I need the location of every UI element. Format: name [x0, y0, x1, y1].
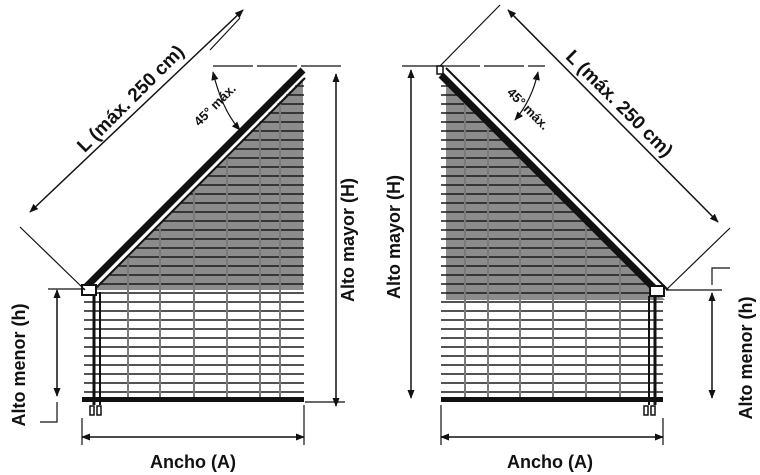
right-length-extension	[439, 4, 501, 67]
left-length-extension	[19, 226, 86, 291]
left-length-dimension-line	[29, 9, 244, 213]
right-tassel	[643, 405, 649, 416]
left-dimensions	[19, 9, 345, 445]
left-tassel	[96, 405, 102, 416]
right-dimensions	[402, 4, 731, 445]
left-bracket	[81, 284, 97, 296]
left-bottom-rail	[82, 397, 304, 402]
right-bracket	[649, 285, 665, 297]
right-angle-label: 45° máx.	[504, 85, 552, 133]
left-angle-arc	[211, 71, 241, 131]
left-length-label: L (máx. 250 cm)	[73, 41, 188, 156]
right-length-extension	[665, 227, 731, 291]
right-bottom-rail	[441, 397, 663, 402]
right-angle-arc	[514, 71, 540, 121]
right-height-major-label: Alto mayor (H)	[384, 175, 404, 299]
right-length-label: L (máx. 250 cm)	[561, 46, 676, 161]
right-tassel	[650, 405, 656, 416]
left-height-minor-leader	[40, 402, 58, 423]
left-angle-label: 45° máx.	[191, 81, 239, 129]
right-height-minor-leader	[711, 267, 730, 285]
right-cords	[464, 97, 621, 397]
right-height-minor-label: Alto menor (h)	[736, 297, 756, 420]
left-tassel	[89, 405, 95, 416]
left-height-minor-label: Alto menor (h)	[9, 304, 29, 427]
left-height-major-label: Alto mayor (H)	[338, 178, 358, 302]
right-length-dimension-line	[507, 9, 719, 223]
left-width-label: Ancho (A)	[150, 452, 236, 472]
left-length-extension	[209, 17, 241, 51]
right-top-bracket	[436, 65, 444, 75]
right-width-label: Ancho (A)	[507, 452, 593, 472]
